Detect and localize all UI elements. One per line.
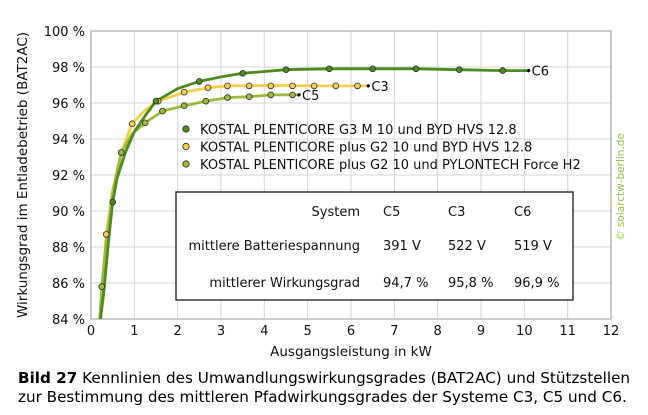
data-point-c3 [354,82,361,90]
legend-marker-c3 [182,142,190,151]
x-tick-label: 10 [516,324,533,339]
x-tick-label: 11 [559,324,576,339]
data-point-c3 [128,120,136,127]
data-point-c3 [245,82,253,90]
y-tick-label: 98 % [52,61,85,76]
data-point-c5 [267,91,275,99]
plot-area [98,65,531,319]
x-tick-label: 6 [347,324,355,339]
y-tick-label: 100 % [44,25,85,40]
series-end-marker-c3 [366,84,370,88]
x-tick-label: 3 [217,324,225,339]
x-tick-label: 8 [434,324,442,339]
x-tick-label: 12 [603,324,620,339]
data-point-c5 [180,102,188,109]
data-point-c3 [102,231,110,238]
data-point-c6 [412,65,420,73]
y-axis-label: Wirkungsgrad im Entladebetrieb (BAT2AC) [15,32,31,318]
x-tick-label: 0 [87,324,95,339]
table-row-label: mittlere Batteriespannung [188,239,360,254]
series-line-c6 [99,67,531,319]
x-tick-label: 7 [390,324,398,339]
data-point-c5 [98,283,106,290]
x-tick-label: 2 [174,324,182,339]
data-point-c6 [196,78,203,85]
legend-label-c3: KOSTAL PLENTICORE plus G2 10 und BYD HVS… [200,141,532,156]
table-header-system: System [312,205,360,220]
y-tick-label: 94 % [52,133,85,148]
table-cell: 94,7 % [383,276,428,291]
data-point-c3 [310,82,318,90]
table-cell: 522 V [448,239,486,254]
y-tick-label: 90 % [52,205,85,220]
data-point-c3 [332,82,340,90]
data-point-c3 [289,82,296,90]
series-end-label-c3: C3 [371,80,388,95]
data-point-c5 [202,97,210,105]
data-point-c3 [204,84,212,91]
data-point-c5 [141,119,149,127]
table-cell: 519 V [514,239,552,254]
series-end-marker-c5 [297,93,301,97]
watermark-text: © solarctw-berlin.de [615,133,627,241]
series-end-label-c5: C5 [302,89,319,104]
data-point-c6 [369,65,377,73]
data-point-c3 [180,88,188,96]
y-tick-label: 84 % [52,313,85,328]
data-point-c5 [245,93,253,100]
table-header-c5: C5 [383,205,400,220]
data-point-c6 [499,67,507,74]
data-point-c6 [282,66,290,73]
data-point-c3 [267,82,275,90]
table-cell: 391 V [383,239,421,254]
legend-label-c5: KOSTAL PLENTICORE plus G2 10 und PYLONTE… [200,158,581,173]
series-end-label-c6: C6 [532,65,549,80]
data-point-c6 [325,65,333,73]
legend-marker-c6 [182,125,190,133]
x-axis-label: Ausgangsleistung in kW [270,344,432,360]
data-point-c6 [455,66,463,73]
x-tick-label: 1 [130,324,138,339]
data-point-c5 [289,91,296,99]
table-cell: 95,8 % [448,276,493,291]
table-cell: 96,9 % [514,276,559,291]
data-point-c5 [224,94,231,101]
data-point-c3 [224,82,231,90]
data-point-c5 [118,149,125,156]
x-tick-label: 9 [477,324,485,339]
legend-label-c6: KOSTAL PLENTICORE G3 M 10 und BYD HVS 12… [200,123,517,138]
y-tick-label: 86 % [52,277,85,292]
y-tick-label: 92 % [52,169,85,184]
data-point-c5 [159,107,166,115]
x-tick-label: 4 [260,324,268,339]
table-row-label: mittlerer Wirkungsgrad [209,276,360,291]
data-point-c6 [152,97,160,105]
y-tick-label: 88 % [52,241,85,256]
figure-caption: Bild 27 Kennlinien des Umwandlungswirkun… [18,369,638,407]
table-header-c6: C6 [514,205,531,220]
data-point-c6 [239,70,247,77]
summary-table-box [175,191,574,301]
y-tick-label: 96 % [52,97,85,112]
caption-label: Bild 27 [18,369,78,387]
x-tick-label: 5 [304,324,312,339]
plot-frame [90,30,612,320]
series-end-marker-c6 [527,69,531,73]
data-point-c6 [109,198,116,206]
caption-text: Kennlinien des Umwandlungswirkungsgrades… [18,369,631,406]
table-header-c3: C3 [448,205,465,220]
legend-marker-c5 [182,160,190,168]
